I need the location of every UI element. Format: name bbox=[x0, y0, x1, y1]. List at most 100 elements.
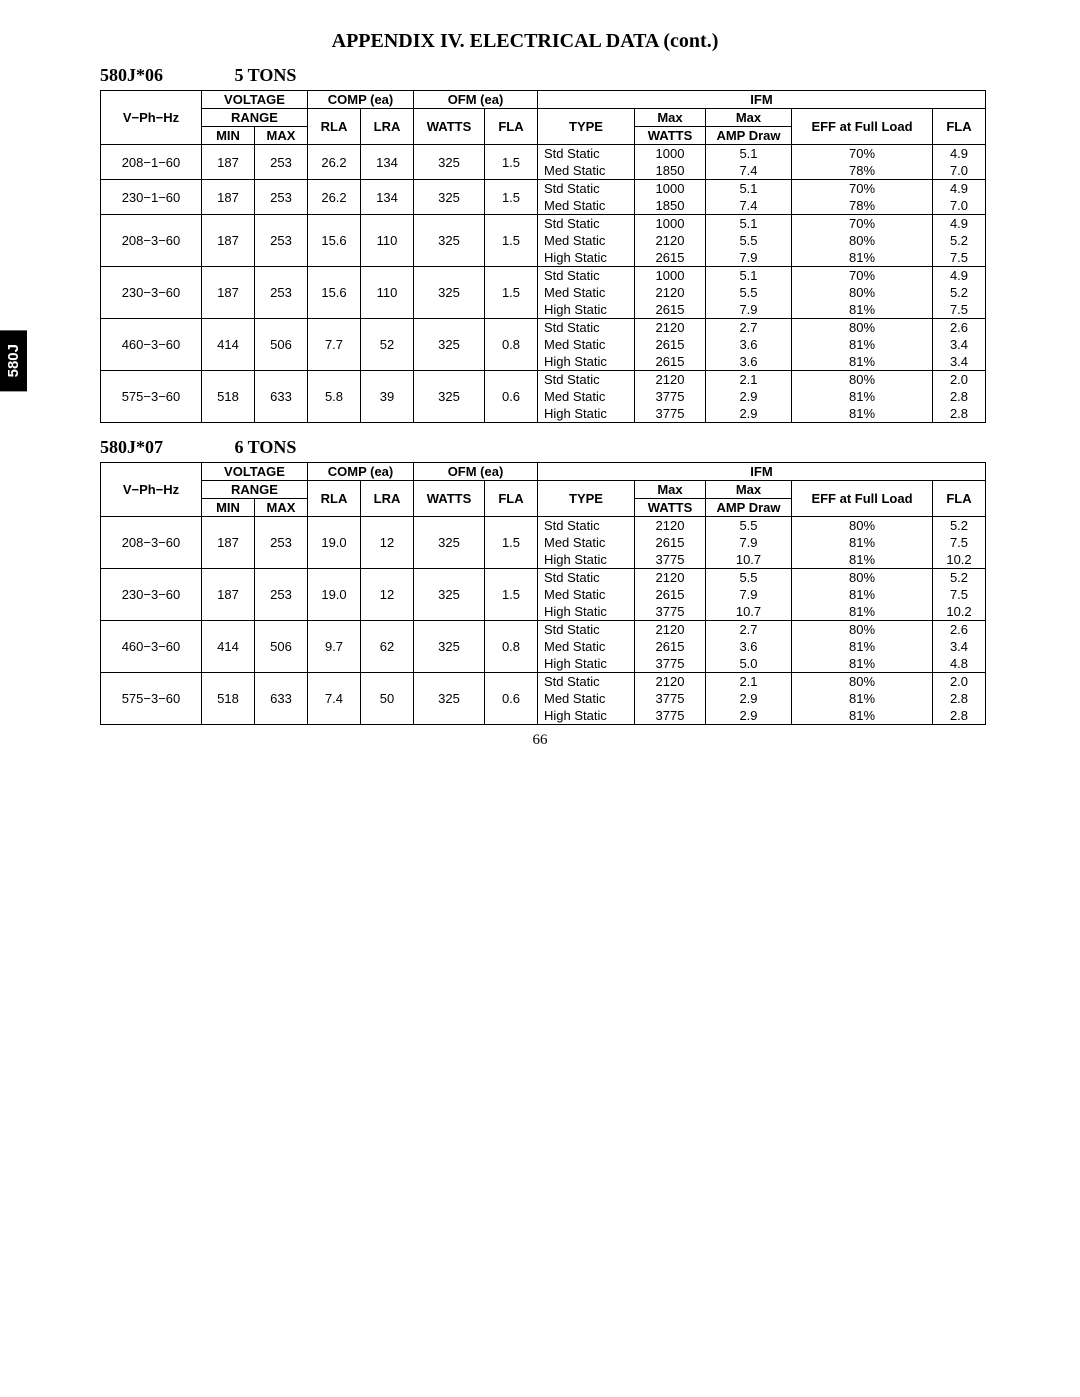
col-fla: FLA bbox=[485, 481, 538, 517]
cell-vph: 230−1−60 bbox=[101, 180, 202, 215]
cell-ampdraw: 10.7 bbox=[706, 603, 792, 621]
cell-vph: 575−3−60 bbox=[101, 673, 202, 725]
col-maxwatts-2: WATTS bbox=[635, 127, 706, 145]
cell-eff: 80% bbox=[792, 371, 933, 389]
cell-eff: 81% bbox=[792, 707, 933, 725]
cell-min: 187 bbox=[202, 215, 255, 267]
cell-fla2: 7.5 bbox=[933, 301, 986, 319]
cell-ampdraw: 2.9 bbox=[706, 707, 792, 725]
cell-type: Med Static bbox=[538, 197, 635, 215]
table-row: 208−1−6018725326.21343251.5Std Static100… bbox=[101, 145, 986, 163]
electrical-data-table: V−Ph−Hz VOLTAGE COMP (ea) OFM (ea) IFM R… bbox=[100, 462, 986, 725]
cell-maxwatts: 3775 bbox=[635, 690, 706, 707]
cell-fla2: 4.9 bbox=[933, 180, 986, 198]
col-ampdraw-1: Max bbox=[706, 481, 792, 499]
cell-rla: 19.0 bbox=[308, 517, 361, 569]
cell-min: 518 bbox=[202, 673, 255, 725]
cell-ampdraw: 2.1 bbox=[706, 673, 792, 691]
cell-maxwatts: 2615 bbox=[635, 534, 706, 551]
cell-eff: 81% bbox=[792, 638, 933, 655]
cell-min: 187 bbox=[202, 517, 255, 569]
col-eff: EFF at Full Load bbox=[792, 481, 933, 517]
table-row: 575−3−605186337.4503250.6Std Static21202… bbox=[101, 673, 986, 691]
col-ampdraw-2: AMP Draw bbox=[706, 499, 792, 517]
cell-maxwatts: 2120 bbox=[635, 569, 706, 587]
col-maxwatts-2: WATTS bbox=[635, 499, 706, 517]
cell-type: Std Static bbox=[538, 569, 635, 587]
col-ofm: OFM (ea) bbox=[414, 91, 538, 109]
cell-eff: 81% bbox=[792, 301, 933, 319]
cell-max: 506 bbox=[255, 319, 308, 371]
cell-rla: 15.6 bbox=[308, 215, 361, 267]
cell-min: 414 bbox=[202, 319, 255, 371]
col-fla2: FLA bbox=[933, 109, 986, 145]
cell-eff: 80% bbox=[792, 673, 933, 691]
col-comp: COMP (ea) bbox=[308, 91, 414, 109]
cell-fla: 1.5 bbox=[485, 267, 538, 319]
cell-vph: 575−3−60 bbox=[101, 371, 202, 423]
cell-type: Med Static bbox=[538, 586, 635, 603]
col-range: RANGE bbox=[202, 109, 308, 127]
cell-eff: 78% bbox=[792, 162, 933, 180]
cell-fla: 1.5 bbox=[485, 145, 538, 180]
cell-eff: 81% bbox=[792, 534, 933, 551]
cell-eff: 81% bbox=[792, 586, 933, 603]
col-maxwatts-1: Max bbox=[635, 481, 706, 499]
section-title: 580J*06 5 TONS bbox=[100, 65, 1020, 86]
col-maxwatts-1: Max bbox=[635, 109, 706, 127]
cell-type: High Static bbox=[538, 301, 635, 319]
cell-watts: 325 bbox=[414, 267, 485, 319]
cell-type: High Static bbox=[538, 655, 635, 673]
cell-ampdraw: 7.9 bbox=[706, 534, 792, 551]
cell-rla: 26.2 bbox=[308, 180, 361, 215]
cell-ampdraw: 5.5 bbox=[706, 284, 792, 301]
table-row: 208−3−6018725319.0123251.5Std Static2120… bbox=[101, 517, 986, 535]
cell-fla2: 4.8 bbox=[933, 655, 986, 673]
col-watts: WATTS bbox=[414, 481, 485, 517]
cell-type: High Static bbox=[538, 353, 635, 371]
col-ampdraw-1: Max bbox=[706, 109, 792, 127]
table-row: 230−3−6018725319.0123251.5Std Static2120… bbox=[101, 569, 986, 587]
cell-maxwatts: 1000 bbox=[635, 180, 706, 198]
cell-fla2: 7.5 bbox=[933, 586, 986, 603]
model-number: 580J*06 bbox=[100, 65, 230, 86]
table-row: 460−3−604145067.7523250.8Std Static21202… bbox=[101, 319, 986, 337]
cell-maxwatts: 3775 bbox=[635, 655, 706, 673]
cell-maxwatts: 2615 bbox=[635, 586, 706, 603]
cell-type: Std Static bbox=[538, 673, 635, 691]
cell-eff: 81% bbox=[792, 603, 933, 621]
cell-type: Med Static bbox=[538, 388, 635, 405]
cell-ampdraw: 2.9 bbox=[706, 690, 792, 707]
cell-rla: 7.7 bbox=[308, 319, 361, 371]
cell-maxwatts: 2615 bbox=[635, 301, 706, 319]
col-lra: LRA bbox=[361, 481, 414, 517]
cell-max: 253 bbox=[255, 267, 308, 319]
cell-eff: 80% bbox=[792, 621, 933, 639]
cell-ampdraw: 7.9 bbox=[706, 586, 792, 603]
cell-ampdraw: 5.1 bbox=[706, 215, 792, 233]
page-number: 66 bbox=[0, 732, 1080, 749]
cell-maxwatts: 1000 bbox=[635, 145, 706, 163]
col-ifm: IFM bbox=[538, 91, 986, 109]
cell-type: Std Static bbox=[538, 621, 635, 639]
cell-fla2: 2.6 bbox=[933, 621, 986, 639]
col-fla: FLA bbox=[485, 109, 538, 145]
cell-maxwatts: 1850 bbox=[635, 162, 706, 180]
cell-ampdraw: 7.9 bbox=[706, 249, 792, 267]
cell-eff: 70% bbox=[792, 145, 933, 163]
cell-lra: 39 bbox=[361, 371, 414, 423]
cell-ampdraw: 2.9 bbox=[706, 388, 792, 405]
cell-fla: 1.5 bbox=[485, 215, 538, 267]
cell-ampdraw: 7.4 bbox=[706, 162, 792, 180]
cell-maxwatts: 3775 bbox=[635, 388, 706, 405]
cell-type: Med Static bbox=[538, 336, 635, 353]
table-row: 230−1−6018725326.21343251.5Std Static100… bbox=[101, 180, 986, 198]
col-range: RANGE bbox=[202, 481, 308, 499]
cell-watts: 325 bbox=[414, 180, 485, 215]
col-eff: EFF at Full Load bbox=[792, 109, 933, 145]
cell-rla: 9.7 bbox=[308, 621, 361, 673]
cell-ampdraw: 2.9 bbox=[706, 405, 792, 423]
cell-fla2: 5.2 bbox=[933, 569, 986, 587]
cell-fla: 0.8 bbox=[485, 319, 538, 371]
cell-lra: 52 bbox=[361, 319, 414, 371]
